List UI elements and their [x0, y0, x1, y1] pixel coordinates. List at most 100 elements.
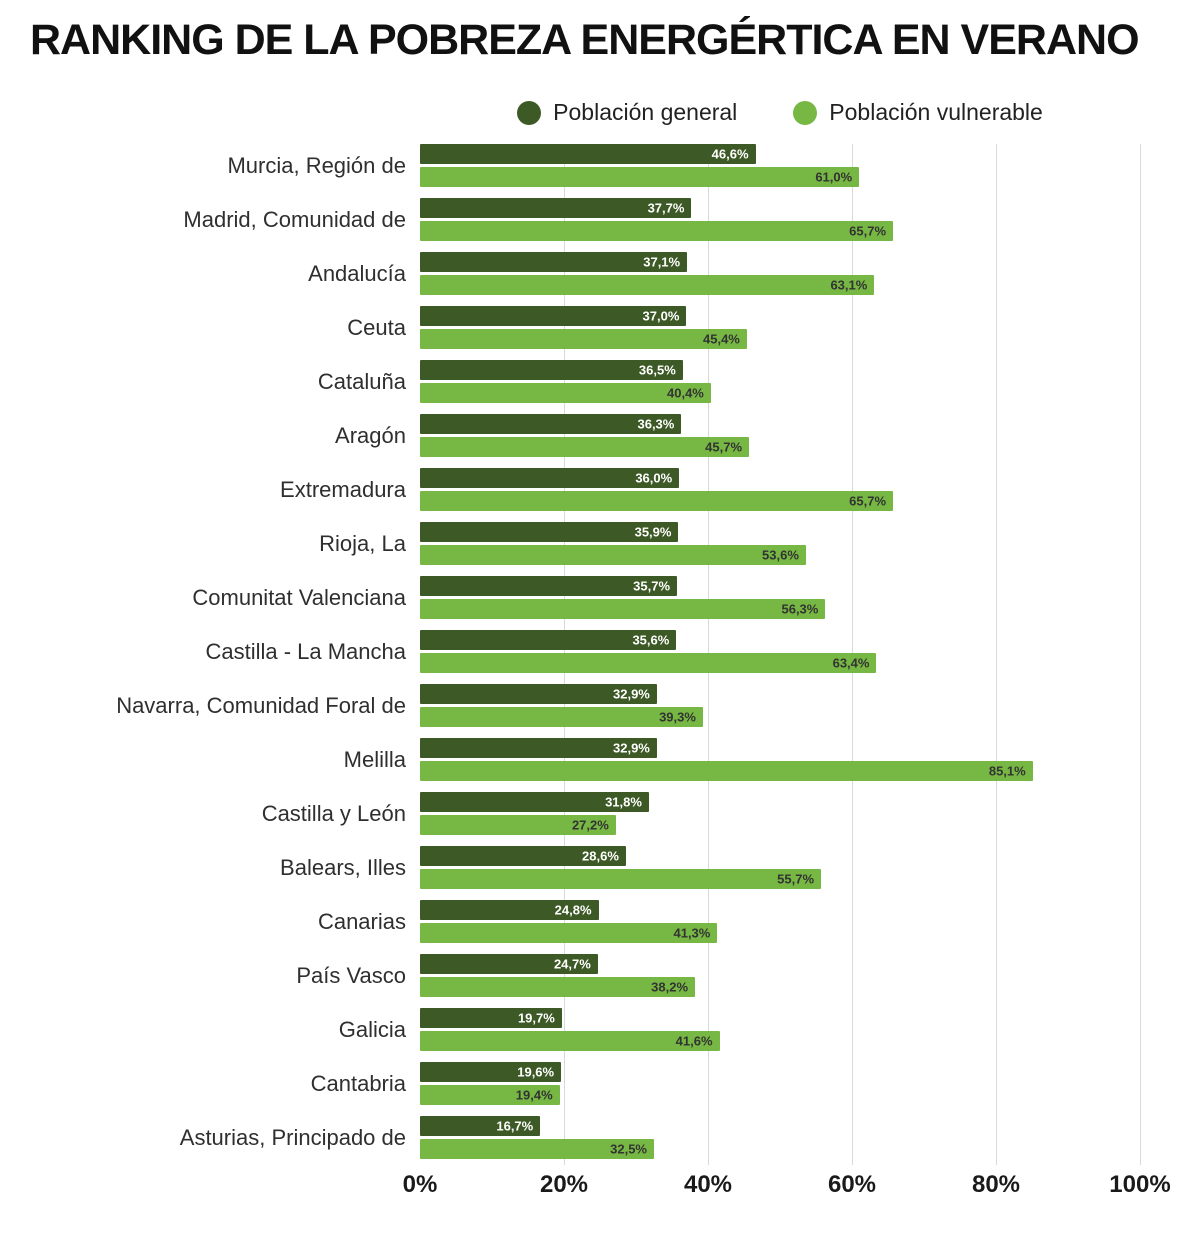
- chart-row: Asturias, Principado de 16,7% 32,5%: [30, 1116, 1140, 1160]
- bar-value-label: 85,1%: [988, 763, 1026, 779]
- bar-value-label: 61,0%: [815, 169, 853, 185]
- bar-poblacion-vulnerable: 45,7%: [420, 437, 750, 458]
- category-label: Galicia: [338, 1016, 406, 1042]
- bar-poblacion-general: 35,6%: [420, 630, 677, 651]
- bar-poblacion-general: 37,1%: [420, 252, 688, 273]
- bar-value-label: 63,1%: [830, 277, 868, 293]
- bar-value-label: 37,1%: [643, 254, 681, 270]
- bar-pair: 36,0% 65,7%: [420, 468, 1140, 512]
- bar-value-label: 19,6%: [517, 1064, 555, 1080]
- bar-poblacion-general: 36,5%: [420, 360, 683, 381]
- bar-value-label: 56,3%: [781, 601, 819, 617]
- chart-row: Cataluña 36,5% 40,4%: [30, 360, 1140, 404]
- bar-value-label: 37,0%: [642, 308, 680, 324]
- bar-value-label: 38,2%: [651, 979, 689, 995]
- chart-row: Castilla - La Mancha 35,6% 63,4%: [30, 630, 1140, 674]
- category-label: Castilla y León: [261, 800, 406, 826]
- bar-value-label: 36,0%: [635, 470, 673, 486]
- bar-pair: 46,6% 61,0%: [420, 144, 1140, 188]
- bar-value-label: 27,2%: [571, 817, 609, 833]
- bar-pair: 24,7% 38,2%: [420, 954, 1140, 998]
- chart-row: País Vasco 24,7% 38,2%: [30, 954, 1140, 998]
- bar-value-label: 45,4%: [703, 331, 740, 347]
- bar-value-label: 35,7%: [633, 578, 671, 594]
- bar-poblacion-general: 46,6%: [420, 144, 756, 165]
- bar-poblacion-vulnerable: 65,7%: [420, 221, 894, 242]
- category-label: Aragón: [335, 422, 406, 448]
- legend-swatch-light-green-icon: [793, 100, 818, 125]
- bar-poblacion-vulnerable: 56,3%: [420, 599, 826, 620]
- chart-row: Melilla 32,9% 85,1%: [30, 738, 1140, 782]
- bar-value-label: 19,4%: [515, 1087, 553, 1103]
- category-label: País Vasco: [296, 962, 406, 988]
- bar-pair: 36,3% 45,7%: [420, 414, 1140, 458]
- bar-value-label: 55,7%: [777, 871, 815, 887]
- bar-value-label: 31,8%: [605, 794, 642, 810]
- bar-chart: Murcia, Región de 46,6% 61,0% Madrid, Comun…: [30, 144, 1171, 1205]
- bar-value-label: 35,9%: [634, 524, 672, 540]
- legend-swatch-dark-green-icon: [517, 100, 542, 125]
- bar-poblacion-general: 35,7%: [420, 576, 678, 597]
- x-axis-tick-label: 40%: [683, 1171, 733, 1199]
- bar-pair: 31,8% 27,2%: [420, 792, 1140, 836]
- legend: Población general Población vulnerable: [420, 99, 1140, 126]
- bar-pair: 37,0% 45,4%: [420, 306, 1140, 350]
- bar-value-label: 41,3%: [673, 925, 711, 941]
- bar-poblacion-vulnerable: 63,4%: [420, 653, 877, 674]
- bar-pair: 16,7% 32,5%: [420, 1116, 1140, 1160]
- legend-item-poblacion-general: Población general: [517, 99, 737, 126]
- bar-value-label: 16,7%: [496, 1118, 534, 1134]
- bar-value-label: 32,9%: [613, 686, 650, 702]
- bar-value-label: 32,5%: [610, 1141, 647, 1157]
- category-label: Castilla - La Mancha: [205, 638, 406, 664]
- bar-value-label: 36,3%: [637, 416, 675, 432]
- chart-row: Extremadura 36,0% 65,7%: [30, 468, 1140, 512]
- bar-poblacion-general: 36,3%: [420, 414, 682, 435]
- bar-poblacion-vulnerable: 27,2%: [420, 815, 616, 836]
- category-label: Murcia, Región de: [227, 152, 406, 178]
- bar-pair: 32,9% 85,1%: [420, 738, 1140, 782]
- bar-poblacion-vulnerable: 63,1%: [420, 275, 875, 296]
- bar-pair: 35,6% 63,4%: [420, 630, 1140, 674]
- category-label: Madrid, Comunidad de: [183, 206, 406, 232]
- bar-pair: 24,8% 41,3%: [420, 900, 1140, 944]
- chart-row: Ceuta 37,0% 45,4%: [30, 306, 1140, 350]
- bar-poblacion-general: 35,9%: [420, 522, 679, 543]
- bar-poblacion-vulnerable: 53,6%: [420, 545, 806, 566]
- bar-pair: 37,7% 65,7%: [420, 198, 1140, 242]
- category-label: Cantabria: [310, 1070, 406, 1096]
- chart-row: Aragón 36,3% 45,7%: [30, 414, 1140, 458]
- bar-poblacion-vulnerable: 41,3%: [420, 923, 718, 944]
- chart-row: Madrid, Comunidad de 37,7% 65,7%: [30, 198, 1140, 242]
- bar-value-label: 41,6%: [675, 1033, 713, 1049]
- legend-item-poblacion-vulnerable: Población vulnerable: [793, 99, 1043, 126]
- bar-poblacion-vulnerable: 45,4%: [420, 329, 747, 350]
- bar-value-label: 63,4%: [832, 655, 870, 671]
- bar-pair: 35,7% 56,3%: [420, 576, 1140, 620]
- category-label: Rioja, La: [319, 530, 406, 556]
- bar-value-label: 32,9%: [613, 740, 650, 756]
- category-label: Extremadura: [280, 476, 406, 502]
- category-label: Ceuta: [347, 314, 406, 340]
- category-label: Comunitat Valenciana: [192, 584, 406, 610]
- bar-pair: 37,1% 63,1%: [420, 252, 1140, 296]
- chart-title: RANKING DE LA POBREZA ENERGÉRTICA EN VER…: [30, 16, 1140, 64]
- bar-value-label: 28,6%: [582, 848, 619, 864]
- bar-pair: 19,7% 41,6%: [420, 1008, 1140, 1052]
- bar-value-label: 46,6%: [711, 146, 749, 162]
- bar-value-label: 65,7%: [849, 223, 887, 239]
- bar-pair: 32,9% 39,3%: [420, 684, 1140, 728]
- bar-poblacion-general: 36,0%: [420, 468, 680, 489]
- category-label: Asturias, Principado de: [179, 1124, 406, 1150]
- bar-value-label: 53,6%: [762, 547, 799, 563]
- category-label: Navarra, Comunidad Foral de: [116, 692, 406, 718]
- category-label: Andalucía: [308, 260, 406, 286]
- chart-row: Andalucía 37,1% 63,1%: [30, 252, 1140, 296]
- chart-row: Canarias 24,8% 41,3%: [30, 900, 1140, 944]
- category-label: Balears, Illes: [280, 854, 406, 880]
- x-axis-tick-label: 60%: [827, 1171, 877, 1199]
- bar-poblacion-vulnerable: 19,4%: [420, 1085, 560, 1106]
- x-axis: 0% 20% 40% 60% 80% 100%: [403, 1165, 1171, 1205]
- gridline: [1140, 144, 1141, 1166]
